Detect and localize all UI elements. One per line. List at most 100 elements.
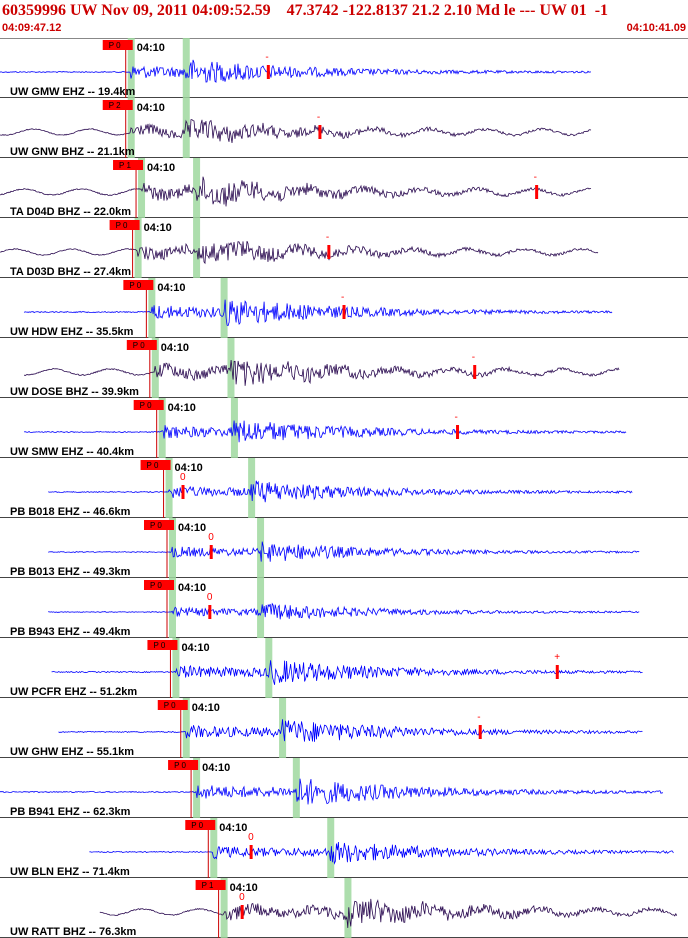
s-window-shade <box>265 638 273 698</box>
waveform-trace <box>24 420 627 443</box>
tick-label: 04:10 <box>168 402 196 414</box>
p-pick-label: P 0 <box>153 641 165 650</box>
tick-label: 04:10 <box>175 462 203 474</box>
station-label: TA D03D BHZ -- 27.4km <box>10 266 131 278</box>
waveform-trace <box>23 299 613 327</box>
p-window-shade <box>169 578 176 638</box>
p-pick-label: P 0 <box>133 341 145 350</box>
p-pick-box <box>157 700 188 710</box>
coda-label: - <box>317 112 320 123</box>
p-window-shade <box>134 218 142 278</box>
tick-label: 04:10 <box>230 882 258 894</box>
p-window-shade <box>138 158 146 218</box>
waveform-trace <box>48 480 633 503</box>
p-pick-label: P 0 <box>164 701 176 710</box>
coda-label: - <box>477 712 480 723</box>
p-pick-box <box>123 280 154 290</box>
coda-label: 0 <box>248 832 254 843</box>
waveform-trace <box>23 359 620 386</box>
p-pick-box <box>102 40 133 50</box>
coda-label: 0 <box>180 472 186 483</box>
p-pick-box <box>185 820 216 830</box>
waveform-trace <box>58 719 643 742</box>
coda-label: - <box>534 172 537 183</box>
station-label: UW BLN EHZ -- 71.4km <box>10 866 130 878</box>
waveform-trace <box>51 660 643 685</box>
p-pick-box <box>144 520 174 530</box>
p-pick-box <box>126 340 157 350</box>
p-window-shade <box>158 398 166 458</box>
window-start-time: 04:09:47.12 <box>2 22 62 34</box>
p-pick-label: P 0 <box>129 281 141 290</box>
p-pick-label: P 0 <box>116 221 128 230</box>
tick-label: 04:10 <box>161 342 189 354</box>
tick-label: 04:10 <box>147 162 175 174</box>
p-pick-label: P 1 <box>119 161 131 170</box>
p-window-shade <box>172 638 180 698</box>
s-window-shade <box>193 158 201 218</box>
p-pick-box <box>168 760 199 770</box>
p-pick-label: P 2 <box>109 101 121 110</box>
station-label: UW DOSE BHZ -- 39.9km <box>10 386 139 398</box>
station-label: PB B018 EHZ -- 46.6km <box>10 506 131 518</box>
p-pick-box <box>133 400 164 410</box>
coda-label: - <box>326 232 329 243</box>
p-pick-label: P 0 <box>191 821 203 830</box>
coda-label: - <box>455 412 458 423</box>
window-end-time: 04:10:41.09 <box>626 22 686 34</box>
station-label: PB B943 EHZ -- 49.4km <box>10 626 131 638</box>
p-window-shade <box>165 458 173 518</box>
p-pick-box <box>147 640 178 650</box>
p-pick-box <box>109 220 140 230</box>
p-pick-label: P 1 <box>202 881 214 890</box>
waveform-trace <box>0 119 592 144</box>
waveform-trace <box>99 898 678 928</box>
p-window-shade <box>182 698 190 758</box>
p-window-shade <box>210 818 218 878</box>
s-window-shade <box>227 338 235 398</box>
tick-label: 04:10 <box>157 282 185 294</box>
s-window-shade <box>344 878 352 938</box>
tick-label: 04:10 <box>144 222 172 234</box>
p-pick-label: P 0 <box>150 521 162 530</box>
station-label: UW GHW EHZ -- 55.1km <box>10 746 134 758</box>
p-pick-box <box>144 580 174 590</box>
waveform-trace <box>0 778 663 805</box>
waveform-trace <box>0 176 592 207</box>
waveform-trace <box>89 841 674 865</box>
waveform-trace <box>0 59 592 83</box>
tick-label: 04:10 <box>178 522 206 534</box>
tick-label: 04:10 <box>202 762 230 774</box>
tick-label: 04:10 <box>181 642 209 654</box>
coda-label: - <box>265 52 268 63</box>
coda-label: 0 <box>239 892 245 903</box>
coda-label: - <box>472 352 475 363</box>
p-pick-label: P 0 <box>174 761 186 770</box>
s-window-shade <box>182 98 190 158</box>
tick-label: 04:10 <box>178 582 206 594</box>
s-window-shade <box>292 758 300 818</box>
p-pick-box <box>140 460 171 470</box>
station-label: UW GNW BHZ -- 21.1km <box>10 146 135 158</box>
s-window-shade <box>279 698 287 758</box>
tick-label: 04:10 <box>137 42 165 54</box>
waveform-trace <box>48 541 640 562</box>
waveform-trace <box>48 602 640 620</box>
station-label: UW HDW EHZ -- 35.5km <box>10 326 134 338</box>
coda-label: 0 <box>207 592 213 603</box>
event-title: 60359996 UW Nov 09, 2011 04:09:52.59 47.… <box>2 2 609 19</box>
p-pick-label: P 0 <box>147 461 159 470</box>
p-window-shade <box>193 758 201 818</box>
tick-label: 04:10 <box>219 822 247 834</box>
s-window-shade <box>182 38 190 98</box>
p-pick-label: P 0 <box>150 581 162 590</box>
p-pick-label: P 0 <box>109 41 121 50</box>
s-window-shade <box>257 518 265 578</box>
s-window-shade <box>193 218 201 278</box>
p-pick-box <box>113 160 144 170</box>
p-pick-box <box>195 880 226 890</box>
station-label: PB B013 EHZ -- 49.3km <box>10 566 131 578</box>
station-label: UW PCFR EHZ -- 51.2km <box>10 686 137 698</box>
p-window-shade <box>220 878 228 938</box>
tick-label: 04:10 <box>137 102 165 114</box>
